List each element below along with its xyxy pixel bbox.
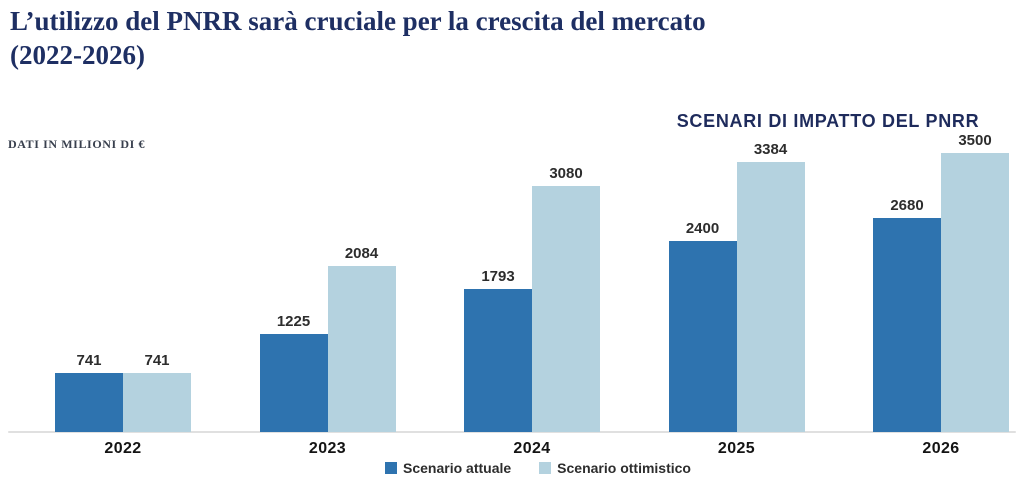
bar-chart: 741 741 2022 1225 2084 2023 1793 3080 2024 2400 33… <box>0 132 1024 457</box>
legend-item-scenario-ottimistico: Scenario ottimistico <box>539 460 691 476</box>
legend-label-scenario-ottimistico: Scenario ottimistico <box>557 460 691 476</box>
bar-value-label-2024-scenario-ottimistico: 3080 <box>549 165 583 182</box>
chart-legend: Scenario attuale Scenario ottimistico <box>26 460 1024 476</box>
bar-value-label-2025-scenario-ottimistico: 3384 <box>753 141 788 158</box>
bar-value-label-2023-scenario-attuale: 1225 <box>276 313 311 330</box>
bar-2024-scenario-ottimistico <box>532 186 600 432</box>
bar-2026-scenario-ottimistico <box>941 153 1009 432</box>
x-axis-label-2022: 2022 <box>104 440 142 457</box>
units-note: DATI IN MILIONI DI € <box>8 137 146 151</box>
x-axis-line <box>8 431 1016 433</box>
x-axis-label-2023: 2023 <box>308 440 347 457</box>
page-title-line1: L’utilizzo del PNRR sarà cruciale per la… <box>10 6 706 36</box>
bar-value-label-2022-scenario-ottimistico: 741 <box>144 352 170 369</box>
legend-item-scenario-attuale: Scenario attuale <box>385 460 511 476</box>
page-title-line2: (2022-2026) <box>10 40 145 70</box>
chart-title: SCENARI DI IMPATTO DEL PNRR <box>676 111 980 131</box>
bar-value-label-2023-scenario-ottimistico: 2084 <box>344 245 379 262</box>
bar-2023-scenario-ottimistico <box>327 266 396 432</box>
bar-value-label-2026-scenario-ottimistico: 3500 <box>958 132 992 149</box>
bar-2023-scenario-attuale <box>259 334 328 432</box>
bar-value-label-2026-scenario-attuale: 2680 <box>890 197 924 214</box>
x-axis-label-2024: 2024 <box>513 440 551 457</box>
bar-value-label-2025-scenario-attuale: 2400 <box>685 220 720 237</box>
x-axis-label-2025: 2025 <box>717 440 756 457</box>
bar-2026-scenario-attuale <box>873 218 941 432</box>
bar-2022-scenario-attuale <box>55 373 123 432</box>
page-title: L’utilizzo del PNRR sarà cruciale per la… <box>10 4 830 72</box>
bar-value-label-2022-scenario-attuale: 741 <box>76 352 102 369</box>
legend-swatch-dark-blue <box>385 462 398 474</box>
bar-2022-scenario-ottimistico <box>123 373 191 432</box>
bar-2024-scenario-attuale <box>464 289 532 432</box>
legend-label-scenario-attuale: Scenario attuale <box>403 460 512 476</box>
bar-2025-scenario-attuale <box>668 241 737 432</box>
x-axis-label-2026: 2026 <box>922 440 960 457</box>
bar-value-label-2024-scenario-attuale: 1793 <box>481 268 515 285</box>
bar-2025-scenario-ottimistico <box>736 162 805 432</box>
legend-swatch-light-blue <box>539 462 552 474</box>
